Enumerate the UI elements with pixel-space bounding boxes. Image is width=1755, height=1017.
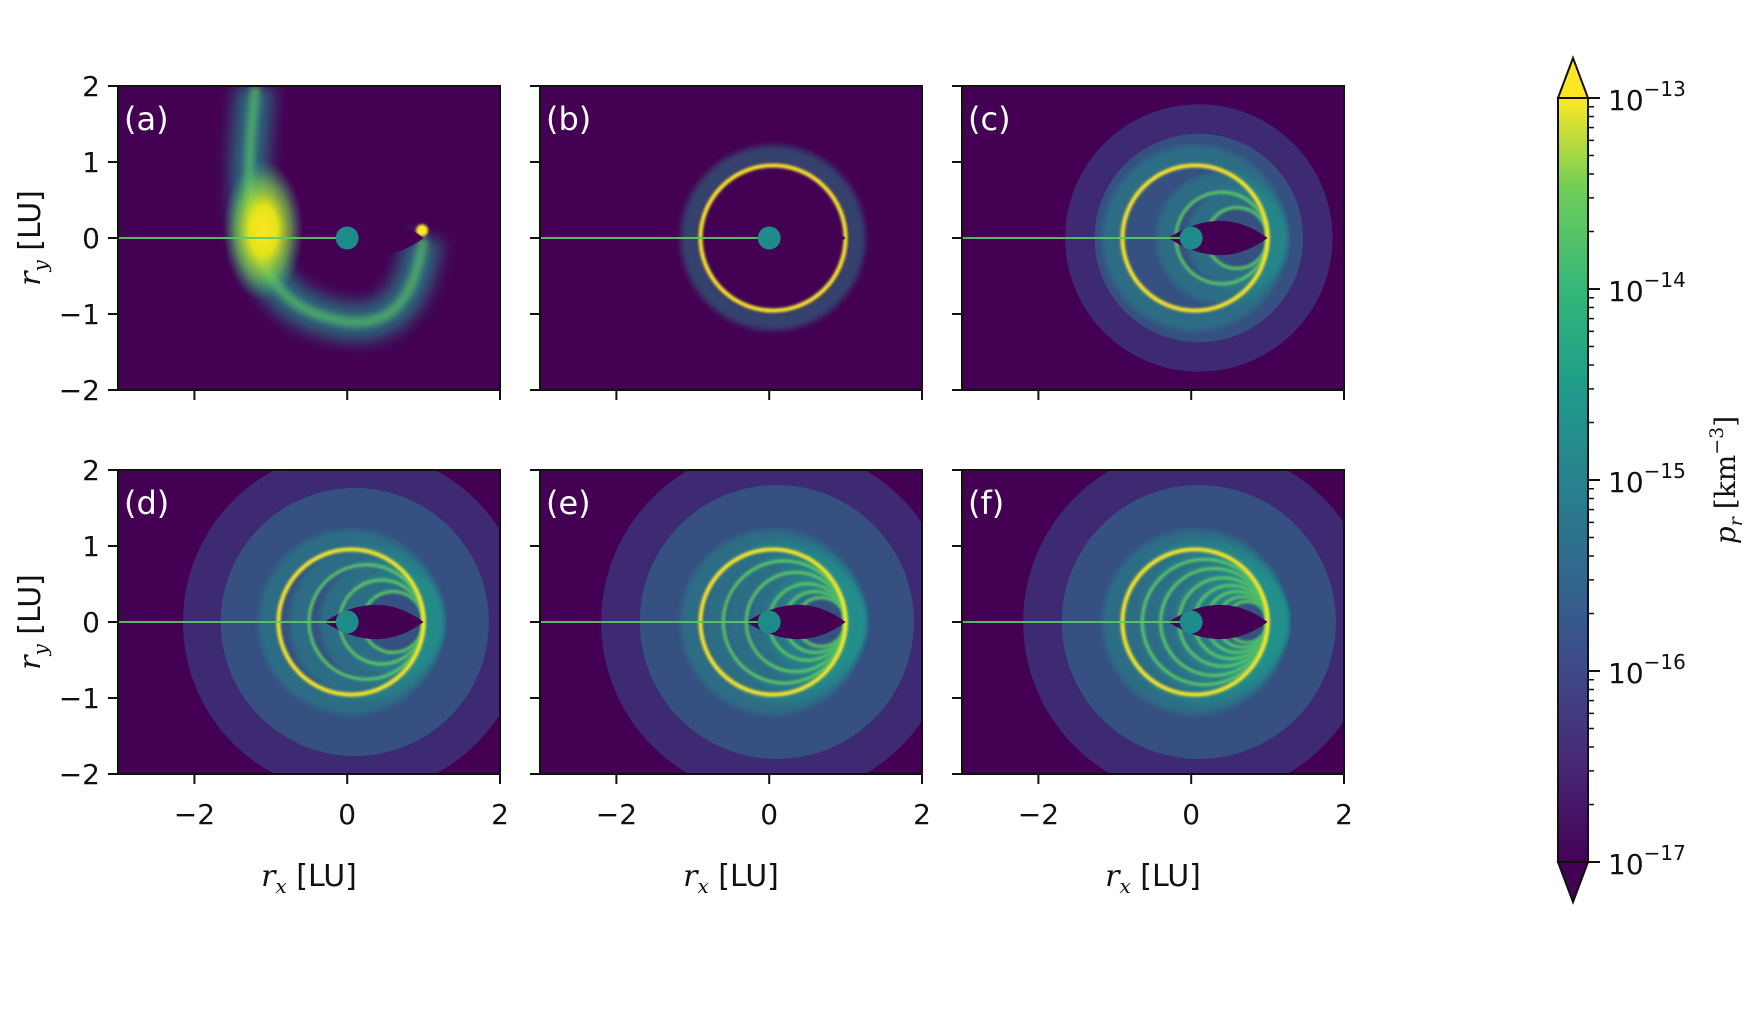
panel-d: (d) −2 0 2 2 1 0 −1 −2 rx [LU] ry [LU]: [13, 454, 509, 898]
spiral-arm-core: [244, 86, 429, 328]
x-tick-label: 0: [760, 798, 778, 831]
colorbar-tick-label: 10−14: [1608, 268, 1686, 308]
x-axis-label: rx [LU]: [261, 859, 357, 898]
colorbar-label: pr[km−3]: [1706, 416, 1747, 544]
bright-spot: [223, 160, 304, 301]
x-axis-label: rx [LU]: [1105, 859, 1201, 898]
x-axis-label: rx [LU]: [683, 859, 779, 898]
y-tick-label: 0: [82, 222, 100, 255]
y-tick-label: 2: [82, 454, 100, 487]
panel-c: (c): [952, 85, 1345, 400]
panel-e: (e) −2 0 2 rx [LU]: [530, 469, 931, 898]
panel-label: (b): [546, 100, 591, 138]
panels-group: (a) 2 1 0 −1 −2 ry [LU] (b) (c) (d) −2 0 2 2 1 0 −1 −2 rx …: [13, 70, 1353, 898]
colorbar-tick-label: 10−17: [1608, 841, 1686, 881]
x-tick-label: −2: [174, 798, 215, 831]
panel-label: (e): [546, 484, 591, 522]
planet: [1179, 226, 1203, 250]
colorbar-extend-bottom: [1556, 861, 1590, 905]
panel-label: (c): [968, 100, 1011, 138]
y-axis-label: ry [LU]: [13, 574, 52, 670]
y-tick-label: −1: [59, 682, 100, 715]
y-tick-label: −2: [59, 374, 100, 407]
panel-label: (f): [968, 484, 1004, 522]
y-tick-label: −1: [59, 298, 100, 331]
colorbar-tick-label: 10−13: [1608, 77, 1686, 117]
x-tick-label: 0: [338, 798, 356, 831]
colorbar-tick-label: 10−16: [1608, 650, 1686, 690]
panel-f: (f) −2 0 2 rx [LU]: [952, 469, 1353, 898]
x-tick-label: 2: [491, 798, 509, 831]
panel-a: (a) 2 1 0 −1 −2 ry [LU]: [13, 70, 501, 407]
y-tick-label: 1: [82, 530, 100, 563]
planet: [335, 226, 359, 250]
planet: [757, 226, 781, 250]
colorbar: 10−13 10−14 10−15 10−16 10−17 pr[km−3]: [1556, 55, 1747, 905]
y-tick-label: 2: [82, 70, 100, 103]
bright-spot-small: [416, 224, 429, 237]
y-axis-label: ry [LU]: [13, 190, 52, 286]
planet: [335, 610, 359, 634]
x-tick-label: 0: [1182, 798, 1200, 831]
y-tick-label: 1: [82, 146, 100, 179]
x-tick-label: −2: [1018, 798, 1059, 831]
planet: [1179, 610, 1203, 634]
x-tick-label: −2: [596, 798, 637, 831]
x-tick-label: 2: [913, 798, 931, 831]
x-tick-label: 2: [1335, 798, 1353, 831]
y-tick-label: −2: [59, 758, 100, 791]
planet: [757, 610, 781, 634]
panel-b: (b): [530, 85, 923, 400]
colorbar-gradient: [1558, 98, 1588, 862]
y-tick-label: 0: [82, 606, 100, 639]
panel-label: (d): [124, 484, 169, 522]
panel-label: (a): [124, 100, 169, 138]
colorbar-tick-label: 10−15: [1608, 459, 1686, 499]
colorbar-extend-top: [1556, 55, 1590, 99]
